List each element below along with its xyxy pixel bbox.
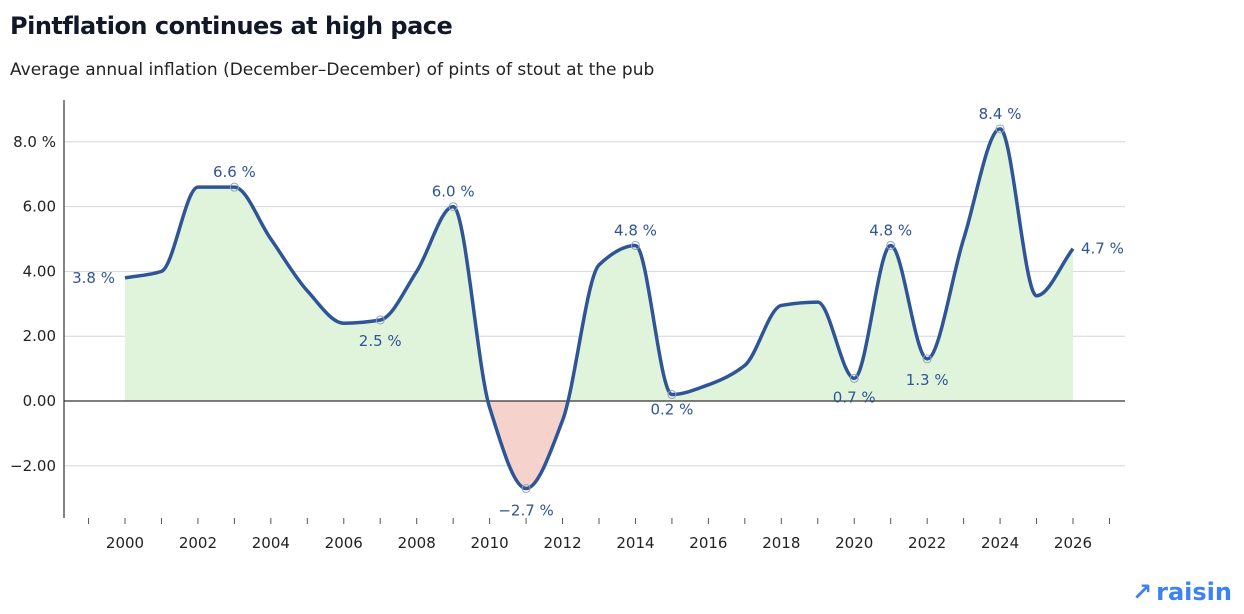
x-tick-label: 2006: [325, 534, 363, 552]
y-tick-label: 4.00: [23, 262, 56, 280]
data-label: 4.7 %: [1081, 240, 1124, 258]
data-label: 2.5 %: [359, 332, 402, 350]
x-tick-label: 2010: [471, 534, 509, 552]
positive-area: [125, 128, 1073, 401]
data-point-marker: [849, 373, 859, 383]
data-label: 1.3 %: [906, 371, 949, 389]
data-point-marker: [521, 483, 531, 493]
y-tick-label: 6.00: [23, 198, 56, 216]
x-tick-label: 2012: [543, 534, 581, 552]
x-tick-label: 2008: [398, 534, 436, 552]
x-tick-label: 2018: [762, 534, 800, 552]
data-label: 6.6 %: [213, 163, 256, 181]
x-tick-label: 2022: [908, 534, 946, 552]
data-point-marker: [667, 390, 677, 400]
data-label: 6.0 %: [432, 183, 475, 201]
x-tick-label: 2026: [1054, 534, 1092, 552]
data-point-marker: [448, 202, 458, 212]
chart-title: Pintflation continues at high pace: [10, 12, 453, 40]
data-point-marker: [922, 354, 932, 364]
x-tick-label: 2016: [689, 534, 727, 552]
data-label: 4.8 %: [869, 221, 912, 239]
chart-subtitle: Average annual inflation (December–Decem…: [10, 60, 655, 80]
data-point-marker: [995, 124, 1005, 134]
x-tick-label: 2014: [616, 534, 654, 552]
data-label: 8.4 %: [979, 105, 1022, 123]
y-tick-label: 8.0 %: [13, 133, 56, 151]
data-label: 0.2 %: [650, 401, 693, 419]
arrow-up-right-icon: ↗: [1132, 578, 1153, 606]
data-point-marker: [886, 240, 896, 250]
data-label: 4.8 %: [614, 221, 657, 239]
data-label: 0.7 %: [833, 388, 876, 406]
data-label: −2.7 %: [498, 501, 553, 519]
x-tick-label: 2024: [981, 534, 1019, 552]
data-point-marker: [229, 182, 239, 192]
raisin-logo: ↗ raisin: [1132, 578, 1232, 606]
data-point-marker: [375, 315, 385, 325]
x-tick-label: 2020: [835, 534, 873, 552]
y-tick-label: −2.00: [10, 457, 56, 475]
x-tick-label: 2002: [179, 534, 217, 552]
y-tick-label: 2.00: [23, 327, 56, 345]
x-tick-label: 2000: [106, 534, 144, 552]
y-tick-label: 0.00: [23, 392, 56, 410]
data-point-marker: [630, 240, 640, 250]
x-tick-label: 2004: [252, 534, 290, 552]
data-label: 3.8 %: [72, 269, 115, 287]
logo-text: raisin: [1156, 578, 1232, 606]
